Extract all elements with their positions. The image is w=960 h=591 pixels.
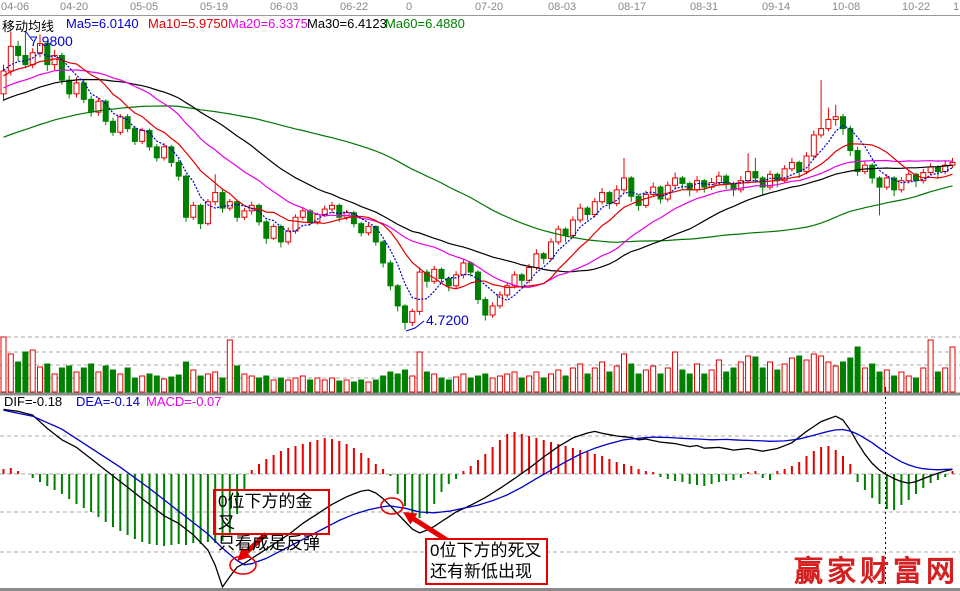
candlestick-series bbox=[0, 31, 956, 330]
ma-readout-label: 移动均线 bbox=[2, 19, 55, 34]
annotation-line: 0位下方的金叉 bbox=[218, 492, 313, 532]
date-label: 05-05 bbox=[130, 1, 159, 13]
date-label: 10-08 bbox=[832, 1, 861, 13]
macd-readout-label: MACD=-0.07 bbox=[146, 394, 222, 409]
ma-readout-label: Ma10=5.9750 bbox=[148, 16, 228, 31]
date-label: 04-06 bbox=[1, 1, 30, 13]
annotation-golden-cross: 0位下方的金叉 只看成是反弹 bbox=[213, 489, 330, 553]
ma-readout-label: Ma30=6.4123 bbox=[307, 16, 387, 31]
ma-readout-label: Ma20=6.3375 bbox=[228, 16, 308, 31]
dea-line bbox=[3, 409, 953, 566]
ma-readout-label: Ma5=6.0140 bbox=[66, 16, 139, 31]
annotation-line: 还有新低出现 bbox=[430, 562, 532, 581]
volume-bars bbox=[0, 336, 956, 393]
date-label: 08-03 bbox=[548, 1, 577, 13]
date-label: 07-20 bbox=[475, 1, 504, 13]
annotation-line: 只看成是反弹 bbox=[218, 534, 320, 553]
macd-readout-label: DEA=-0.14 bbox=[76, 394, 140, 409]
macd-histogram bbox=[2, 432, 954, 546]
date-label: 05-19 bbox=[200, 1, 229, 13]
date-label: 08-31 bbox=[690, 1, 719, 13]
annotation-death-cross: 0位下方的死叉 还有新低出现 bbox=[425, 538, 548, 585]
ma-readout-label: Ma60=6.4880 bbox=[385, 16, 465, 31]
dif-line bbox=[3, 408, 953, 589]
price-high-label: 7.9800 bbox=[30, 33, 73, 49]
date-label: 09-14 bbox=[762, 1, 791, 13]
date-label: 0 bbox=[406, 1, 413, 13]
date-label: 06-03 bbox=[270, 1, 299, 13]
date-label: 06-22 bbox=[340, 1, 369, 13]
watermark: 赢家财富网 bbox=[794, 556, 960, 588]
annotation-line: 0位下方的死叉 bbox=[430, 541, 542, 560]
date-label: 08-17 bbox=[618, 1, 647, 13]
price-extreme-pointers bbox=[25, 31, 425, 332]
date-label: 1 bbox=[953, 1, 960, 13]
date-label: 04-20 bbox=[60, 1, 89, 13]
macd-readout-label: DIF=-0.18 bbox=[4, 394, 63, 409]
cross-circle-icon bbox=[380, 497, 404, 515]
price-low-label: 4.7200 bbox=[426, 312, 469, 328]
date-label: 10-22 bbox=[902, 1, 931, 13]
arrow-icon bbox=[237, 532, 268, 561]
ma-lines bbox=[3, 51, 953, 301]
